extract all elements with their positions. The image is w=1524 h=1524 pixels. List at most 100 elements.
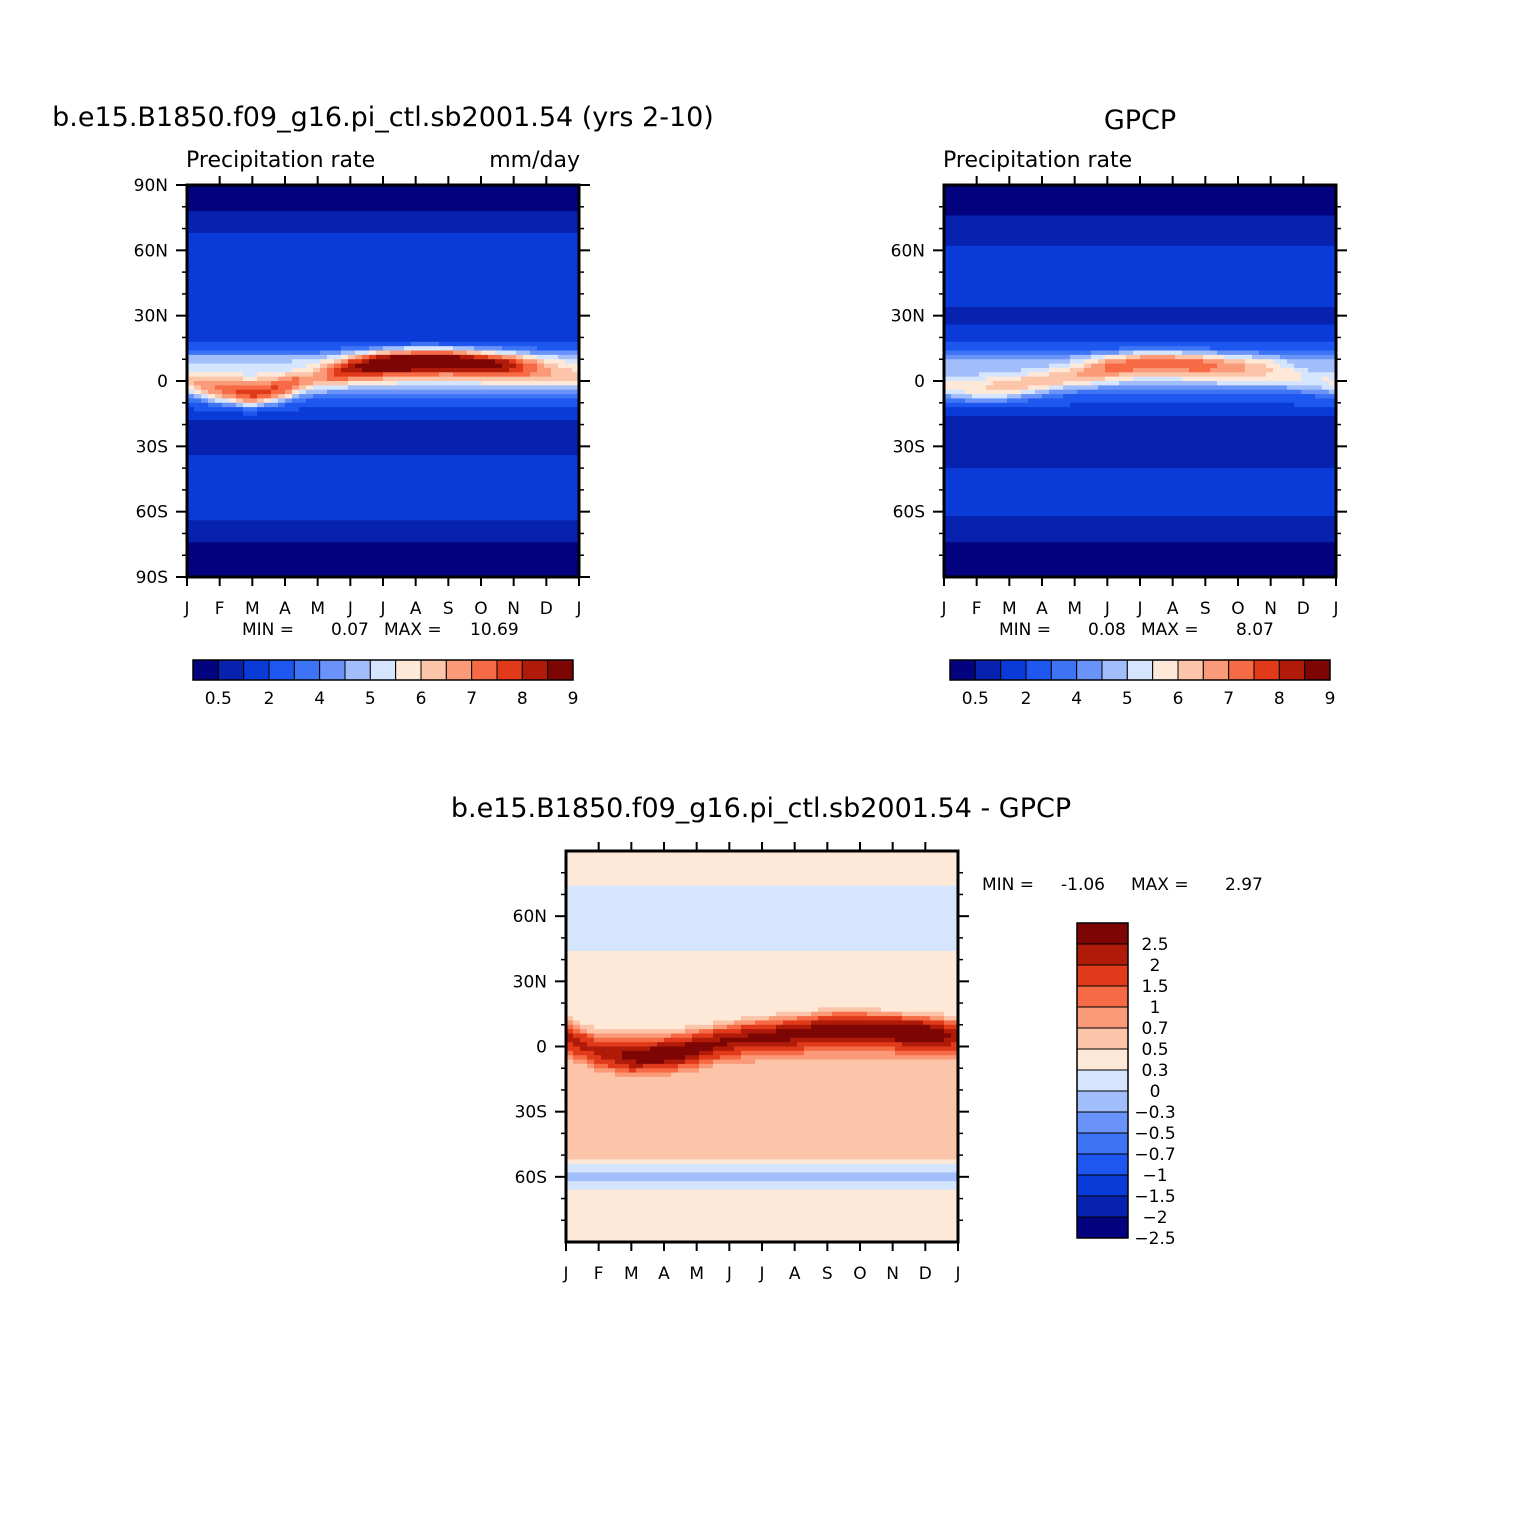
field-cell [460, 267, 468, 273]
field-cell [355, 280, 363, 286]
field-cell [523, 306, 531, 312]
field-cell [250, 202, 258, 208]
field-cell [376, 455, 384, 460]
field-cell [334, 411, 342, 417]
field-cell [341, 385, 349, 391]
field-cell [362, 350, 370, 356]
field-cell [509, 524, 517, 530]
field-cell [271, 494, 279, 500]
field-cell [558, 350, 566, 356]
field-cell [467, 363, 475, 369]
field-cell [544, 363, 552, 369]
field-cell [313, 280, 321, 286]
field-cell [369, 272, 377, 278]
field-cell [320, 237, 328, 243]
field-cell [264, 529, 272, 535]
field-cell [222, 211, 230, 217]
field-cell [558, 185, 566, 190]
field-cell [327, 206, 335, 212]
field-cell [551, 555, 559, 561]
field-cell [327, 468, 335, 474]
field-cell [530, 542, 538, 548]
field-cell [460, 507, 468, 513]
field-cell [558, 372, 566, 378]
field-cell [544, 381, 552, 386]
field-cell [201, 441, 209, 447]
field-cell [474, 311, 482, 317]
field-cell [432, 280, 440, 286]
field-cell [229, 572, 237, 578]
field-cell [320, 459, 328, 465]
field-cell [572, 189, 580, 195]
field-cell [453, 398, 461, 404]
field-cell [544, 559, 552, 565]
field-cell [453, 376, 461, 382]
field-cell [271, 289, 279, 295]
field-cell [474, 245, 482, 251]
field-cell [194, 485, 202, 491]
field-cell [355, 563, 363, 569]
field-cell [306, 215, 314, 221]
field-cell [495, 424, 503, 430]
field-cell [432, 298, 440, 304]
field-cell [411, 529, 419, 535]
field-cell [215, 320, 223, 325]
field-cell [544, 563, 552, 569]
field-cell [257, 450, 265, 456]
field-cell [565, 350, 573, 356]
field-cell [243, 372, 251, 378]
field-cell [544, 359, 552, 365]
field-cell [369, 511, 377, 517]
field-cell [474, 272, 482, 278]
field-cell [278, 520, 286, 526]
field-cell [418, 333, 426, 339]
field-cell [320, 219, 328, 225]
field-cell [362, 394, 370, 400]
field-cell [495, 241, 503, 247]
field-cell [320, 524, 328, 530]
field-cell [383, 293, 391, 299]
field-cell [397, 259, 405, 264]
field-cell [264, 394, 272, 400]
field-cell [369, 372, 377, 378]
field-cell [474, 215, 482, 221]
field-cell [383, 441, 391, 447]
field-cell [250, 272, 258, 278]
field-cell [425, 446, 433, 452]
field-cell [432, 463, 440, 469]
field-cell [362, 250, 370, 256]
field-cell [446, 542, 454, 548]
field-cell [250, 254, 258, 260]
field-cell [565, 328, 573, 334]
field-cell [194, 524, 202, 530]
field-cell [425, 228, 433, 234]
field-cell [327, 441, 335, 447]
field-cell [306, 463, 314, 469]
field-cell [362, 189, 370, 195]
field-cell [516, 298, 524, 304]
field-cell [327, 524, 335, 530]
field-cell [341, 559, 349, 565]
field-cell [306, 250, 314, 256]
field-cell [390, 507, 398, 513]
field-cell [558, 559, 566, 565]
field-cell [453, 198, 461, 204]
field-cell [558, 315, 566, 321]
field-cell [418, 337, 426, 343]
field-cell [264, 198, 272, 204]
field-cell [453, 498, 461, 504]
field-cell [299, 424, 307, 430]
field-cell [425, 320, 433, 325]
field-cell [502, 215, 510, 221]
field-cell [495, 189, 503, 195]
field-cell [446, 193, 454, 199]
field-cell [495, 276, 503, 282]
field-cell [411, 198, 419, 204]
field-cell [376, 311, 384, 317]
field-cell [292, 272, 300, 278]
field-cell [397, 424, 405, 430]
field-cell [292, 254, 300, 260]
field-cell [446, 481, 454, 487]
field-cell [537, 341, 545, 347]
field-cell [530, 420, 538, 426]
